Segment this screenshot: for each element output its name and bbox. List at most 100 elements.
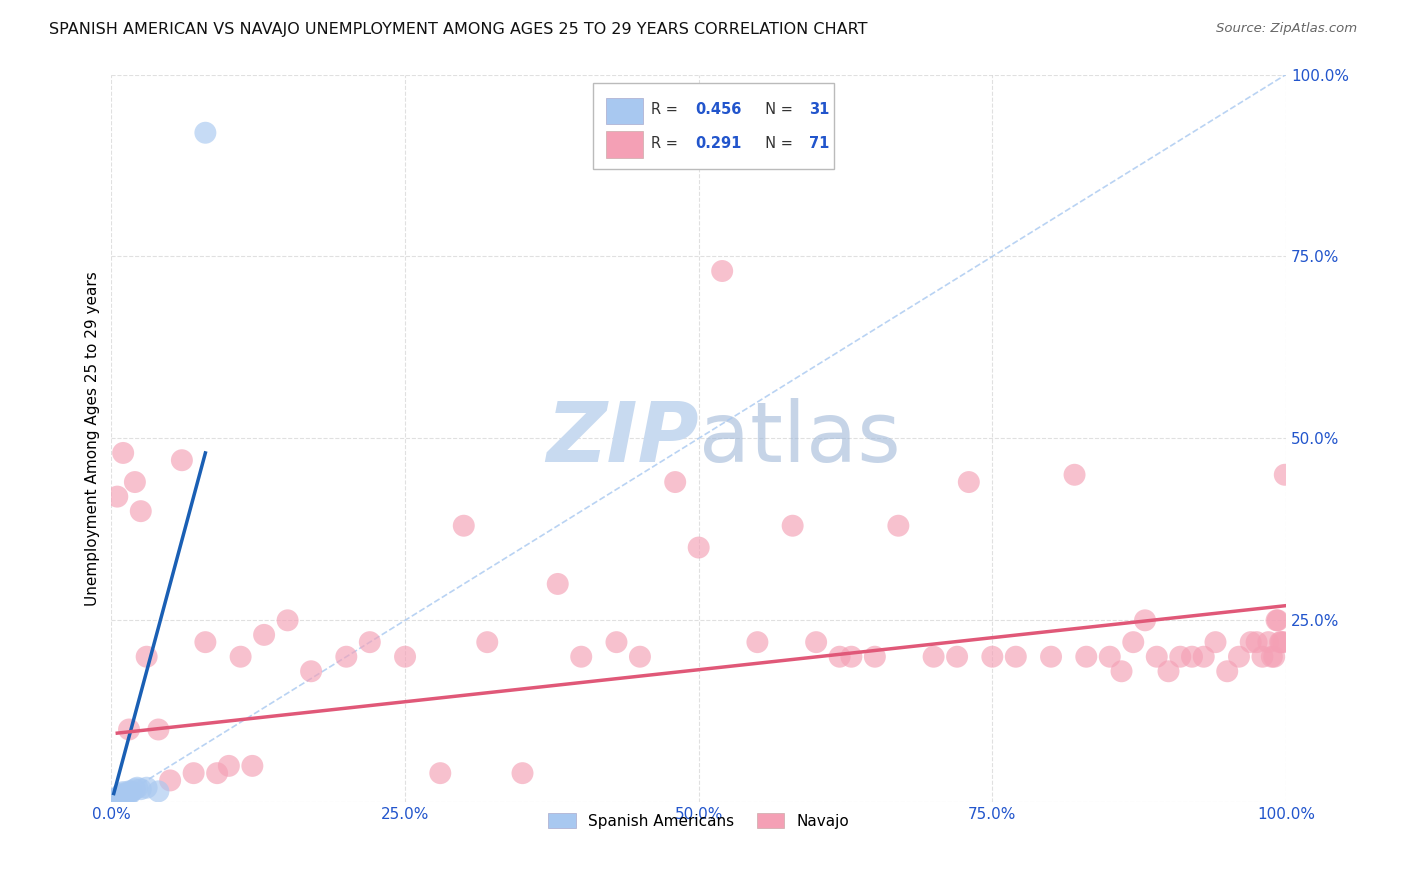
Point: [1274, 467, 1296, 482]
Legend: Spanish Americans, Navajo: Spanish Americans, Navajo: [541, 806, 855, 835]
Point: [429, 766, 451, 780]
Point: [1098, 649, 1121, 664]
Point: [1246, 635, 1268, 649]
Point: [1272, 635, 1295, 649]
Point: [1216, 665, 1239, 679]
Point: [299, 665, 322, 679]
Point: [194, 126, 217, 140]
Text: 0.291: 0.291: [695, 136, 741, 151]
Point: [569, 649, 592, 664]
Point: [118, 784, 141, 798]
Point: [148, 723, 170, 737]
Point: [194, 635, 217, 649]
Point: [1251, 649, 1274, 664]
Point: [120, 787, 142, 801]
Y-axis label: Unemployment Among Ages 25 to 29 years: Unemployment Among Ages 25 to 29 years: [86, 271, 100, 606]
Point: [112, 785, 135, 799]
Point: [1111, 665, 1133, 679]
Point: [335, 649, 357, 664]
Point: [1122, 635, 1144, 649]
Point: [170, 453, 193, 467]
Point: [114, 788, 136, 802]
Point: [922, 649, 945, 664]
Point: [111, 790, 134, 805]
Point: [1268, 635, 1291, 649]
Point: [887, 518, 910, 533]
Point: [108, 791, 131, 805]
Point: [688, 541, 710, 555]
Point: [107, 790, 129, 805]
Point: [1204, 635, 1226, 649]
Point: [1146, 649, 1168, 664]
Point: [747, 635, 769, 649]
Text: 0.456: 0.456: [695, 103, 741, 117]
Point: [118, 723, 141, 737]
Point: [110, 791, 132, 805]
Point: [477, 635, 499, 649]
Point: [115, 787, 138, 801]
Point: [105, 792, 128, 806]
Point: [229, 649, 252, 664]
Point: [711, 264, 734, 278]
Text: Source: ZipAtlas.com: Source: ZipAtlas.com: [1216, 22, 1357, 36]
Point: [1004, 649, 1026, 664]
Point: [124, 782, 146, 797]
Point: [183, 766, 205, 780]
Point: [863, 649, 886, 664]
Point: [127, 780, 149, 795]
Point: [110, 788, 132, 802]
Point: [1157, 665, 1180, 679]
Point: [218, 759, 240, 773]
Point: [124, 475, 146, 489]
Point: [135, 780, 157, 795]
Point: [105, 793, 128, 807]
FancyBboxPatch shape: [593, 83, 834, 169]
Point: [253, 628, 276, 642]
Point: [782, 518, 804, 533]
Point: [946, 649, 969, 664]
Point: [148, 784, 170, 798]
Text: N =: N =: [756, 136, 797, 151]
Point: [108, 789, 131, 804]
Point: [129, 504, 152, 518]
Point: [1227, 649, 1250, 664]
Point: [120, 784, 142, 798]
Point: [277, 613, 299, 627]
Point: [205, 766, 228, 780]
Point: [1168, 649, 1191, 664]
Point: [828, 649, 851, 664]
Point: [1257, 635, 1279, 649]
Point: [1270, 635, 1292, 649]
Point: [981, 649, 1004, 664]
Point: [103, 794, 125, 808]
Point: [105, 490, 128, 504]
Point: [117, 788, 139, 802]
Text: atlas: atlas: [699, 398, 900, 479]
Point: [957, 475, 980, 489]
Point: [107, 791, 129, 805]
Point: [1063, 467, 1085, 482]
Point: [394, 649, 416, 664]
Point: [104, 792, 127, 806]
Point: [804, 635, 827, 649]
Point: [1267, 613, 1289, 627]
Point: [664, 475, 686, 489]
Point: [105, 794, 128, 808]
Point: [1133, 613, 1156, 627]
Point: [1261, 649, 1284, 664]
Point: [111, 787, 134, 801]
Text: 71: 71: [808, 136, 830, 151]
Point: [628, 649, 651, 664]
Point: [1240, 635, 1263, 649]
Text: R =: R =: [651, 103, 682, 117]
Point: [105, 791, 128, 805]
Point: [112, 446, 135, 460]
Point: [1265, 613, 1288, 627]
Text: SPANISH AMERICAN VS NAVAJO UNEMPLOYMENT AMONG AGES 25 TO 29 YEARS CORRELATION CH: SPANISH AMERICAN VS NAVAJO UNEMPLOYMENT …: [49, 22, 868, 37]
Point: [135, 649, 157, 664]
Point: [104, 793, 127, 807]
Point: [1192, 649, 1215, 664]
Point: [605, 635, 627, 649]
Point: [112, 788, 135, 802]
Point: [547, 577, 569, 591]
